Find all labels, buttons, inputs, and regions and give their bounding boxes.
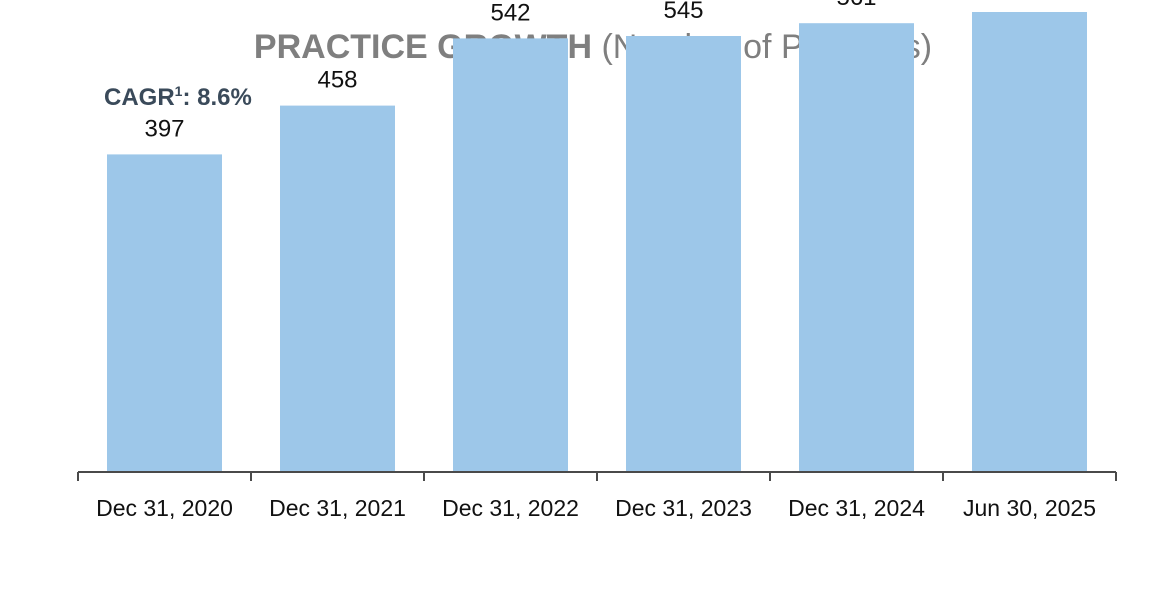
x-tick-label: Dec 31, 2024 bbox=[788, 495, 925, 521]
bar bbox=[453, 38, 568, 473]
bar bbox=[107, 154, 222, 472]
cagr-annotation: CAGR1: 8.6% bbox=[104, 84, 252, 112]
data-label: 458 bbox=[317, 67, 357, 94]
x-tick-label: Jun 30, 2025 bbox=[963, 495, 1096, 521]
data-label: 561 bbox=[836, 0, 876, 11]
x-tick-label: Dec 31, 2021 bbox=[269, 495, 406, 521]
data-label: 542 bbox=[490, 0, 530, 26]
x-tick-label: Dec 31, 2022 bbox=[442, 495, 579, 521]
cagr-footnote-marker: 1 bbox=[174, 83, 183, 99]
bar bbox=[972, 12, 1087, 472]
cagr-value: : 8.6% bbox=[182, 84, 252, 111]
x-tick-label: Dec 31, 2023 bbox=[615, 495, 752, 521]
bar bbox=[626, 36, 741, 472]
x-tick-label: Dec 31, 2020 bbox=[96, 495, 233, 521]
bar bbox=[799, 23, 914, 472]
cagr-label: CAGR bbox=[104, 84, 175, 111]
data-label: 397 bbox=[144, 115, 184, 142]
bar bbox=[280, 105, 395, 472]
data-label: 545 bbox=[663, 0, 703, 24]
